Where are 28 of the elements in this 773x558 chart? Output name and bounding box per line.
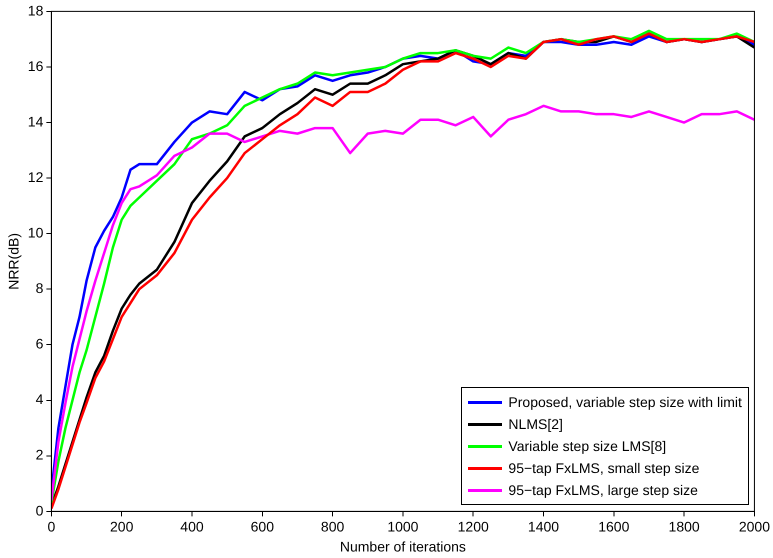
x-tick-label: 0 — [47, 518, 56, 535]
y-tick-label: 14 — [28, 113, 44, 130]
x-tick-label: 200 — [110, 518, 134, 535]
y-tick-label: 18 — [28, 2, 44, 18]
y-axis-title: NRR(dB) — [5, 233, 22, 290]
x-tick-label: 800 — [320, 518, 344, 535]
legend-label: 95−tap FxLMS, small step size — [508, 460, 700, 476]
x-tick-label: 600 — [250, 518, 274, 535]
x-tick-label: 400 — [180, 518, 204, 535]
legend-label: Proposed, variable step size with limit — [508, 394, 742, 410]
x-tick-label: 1200 — [458, 518, 489, 535]
y-tick-label: 16 — [28, 58, 44, 74]
legend-label: 95−tap FxLMS, large step size — [508, 482, 698, 498]
legend-label: NLMS[2] — [508, 416, 563, 432]
legend-label: Variable step size LMS[8] — [508, 438, 666, 454]
x-tick-label: 1800 — [668, 518, 700, 535]
y-tick-label: 12 — [28, 168, 44, 185]
x-axis-title: Number of iterations — [340, 538, 466, 554]
y-tick-label: 4 — [36, 391, 44, 408]
x-tick-label: 1600 — [598, 518, 630, 535]
x-tick-label: 1400 — [528, 518, 560, 535]
y-tick-label: 6 — [36, 336, 44, 352]
x-tick-label: 2000 — [738, 518, 770, 535]
y-tick-label: 2 — [36, 446, 44, 463]
y-tick-label: 10 — [28, 224, 44, 240]
x-tick-label: 1000 — [387, 518, 419, 535]
y-tick-label: 0 — [36, 502, 44, 518]
y-tick-label: 8 — [36, 280, 44, 296]
